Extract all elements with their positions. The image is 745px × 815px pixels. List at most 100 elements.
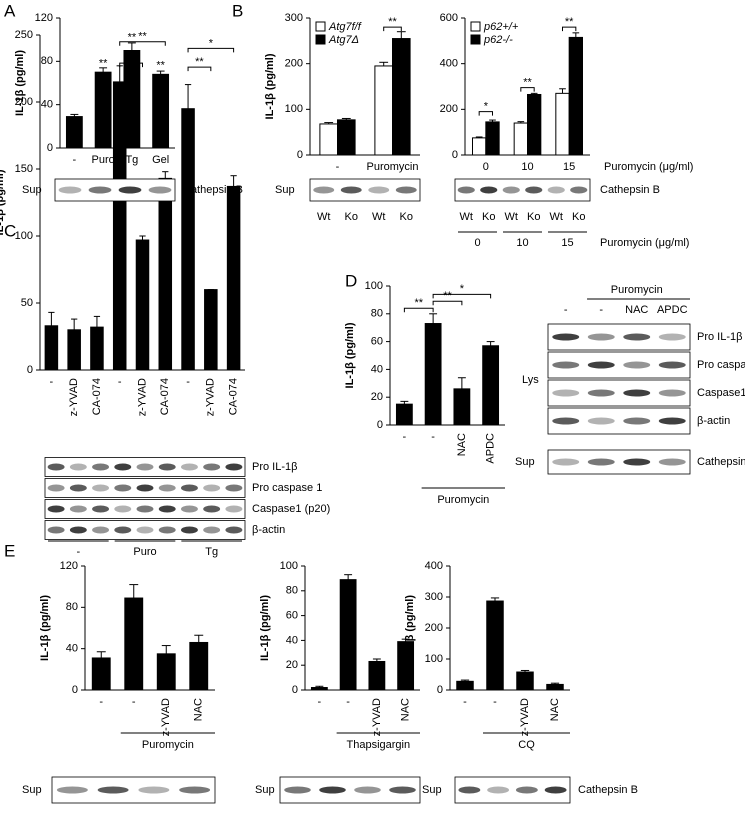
bar <box>339 579 357 691</box>
group-label: Puro <box>133 546 156 558</box>
group-label: Thapsigargin <box>347 739 411 751</box>
blot-row-label: Pro IL-1β <box>697 331 742 343</box>
lane-label: NAC <box>625 304 648 316</box>
blot-xlabel: Puromycin (μg/ml) <box>600 237 689 249</box>
blot-row-label: Caspase1 (p10) <box>697 387 745 399</box>
group-label: Puromycin <box>437 494 489 506</box>
lane-label: Ko <box>400 211 413 223</box>
x-tick-label: - <box>186 376 190 388</box>
bar <box>112 81 127 371</box>
blot-frame <box>54 178 176 202</box>
blot-band <box>114 463 132 471</box>
blot-band <box>587 458 615 466</box>
blot-band <box>284 786 311 794</box>
x-tick-label: Puromycin <box>367 161 419 173</box>
y-tick-label: 80 <box>371 308 383 320</box>
blot-band <box>458 786 481 794</box>
blot-band <box>587 333 615 341</box>
blot-band <box>114 484 132 492</box>
y-tick-label: 400 <box>425 560 443 572</box>
blot-band <box>69 484 87 492</box>
blot-row-label: Cathepsin B <box>600 184 660 196</box>
blot-band <box>487 786 510 794</box>
y-axis-label: IL-1β (pg/ml) <box>39 595 51 661</box>
bar <box>124 597 144 691</box>
bracket <box>119 41 166 46</box>
y-tick-label: 200 <box>15 96 33 108</box>
bracket <box>432 300 463 306</box>
x-tick-label: - <box>73 154 77 166</box>
y-tick-label: 200 <box>285 58 303 70</box>
blot-band <box>225 526 243 534</box>
y-tick-label: 250 <box>15 29 33 41</box>
blot-band <box>118 186 142 194</box>
blot-band <box>623 361 651 369</box>
bracket <box>520 87 535 92</box>
bar <box>156 653 176 691</box>
x-tick-label: z-YVAD <box>68 378 80 416</box>
x-tick-label: CA-074 <box>91 378 103 415</box>
group-label: CQ <box>518 739 535 751</box>
annotation: ** <box>138 31 147 43</box>
blot-band <box>623 417 651 425</box>
blot-band <box>56 786 88 794</box>
blot-band <box>114 526 132 534</box>
blot-band <box>203 484 221 492</box>
blot-band <box>623 333 651 341</box>
bar <box>158 177 173 371</box>
bar <box>486 600 504 691</box>
x-tick-label: - <box>463 696 467 708</box>
blot-band <box>136 526 154 534</box>
blot-row-label: Cathepsin B <box>697 456 745 468</box>
bar <box>368 660 386 691</box>
legend-swatch <box>470 34 481 45</box>
y-tick-label: 0 <box>297 149 303 161</box>
bar <box>181 108 195 371</box>
blot-band <box>58 186 82 194</box>
blot-band <box>158 505 176 513</box>
legend-label: p62-/- <box>483 34 513 46</box>
annotation: ** <box>523 77 532 89</box>
y-tick-label: 80 <box>66 601 78 613</box>
blot-band <box>658 333 686 341</box>
blot-band <box>354 786 381 794</box>
blot-band <box>658 417 686 425</box>
blot-band <box>570 186 588 194</box>
bar <box>319 123 338 156</box>
y-tick-label: 0 <box>437 684 443 696</box>
bar <box>135 239 150 371</box>
blot-band <box>136 463 154 471</box>
blot-band <box>47 484 65 492</box>
blot-left-label: Sup <box>422 784 442 796</box>
bracket <box>383 26 402 32</box>
blot-frame <box>44 457 246 477</box>
blot-band <box>658 458 686 466</box>
blot-band <box>658 361 686 369</box>
blot-row-label: β-actin <box>697 415 730 427</box>
blot-left-label: Lys <box>522 374 539 386</box>
blot-band <box>544 786 567 794</box>
blot-row-label: Pro caspase 1 <box>697 359 745 371</box>
blot-left-label: Sup <box>275 184 295 196</box>
blot-band <box>69 526 87 534</box>
blot-frame <box>454 178 591 202</box>
blot-band <box>69 505 87 513</box>
group-label: 10 <box>516 237 528 249</box>
y-tick-label: 40 <box>286 634 298 646</box>
blot-band <box>181 463 198 471</box>
blot-band <box>623 389 651 397</box>
annotation: ** <box>443 290 452 302</box>
blot-band <box>547 186 565 194</box>
bar <box>555 92 570 156</box>
blot-band <box>525 186 543 194</box>
bar <box>482 345 500 426</box>
y-tick-label: 100 <box>15 230 33 242</box>
blot-band <box>480 186 498 194</box>
bar <box>472 137 487 156</box>
y-tick-label: 400 <box>440 58 458 70</box>
y-tick-label: 50 <box>21 297 33 309</box>
blot-band <box>92 484 109 492</box>
blot-left-label: Sup <box>22 784 42 796</box>
blot-band <box>587 389 615 397</box>
